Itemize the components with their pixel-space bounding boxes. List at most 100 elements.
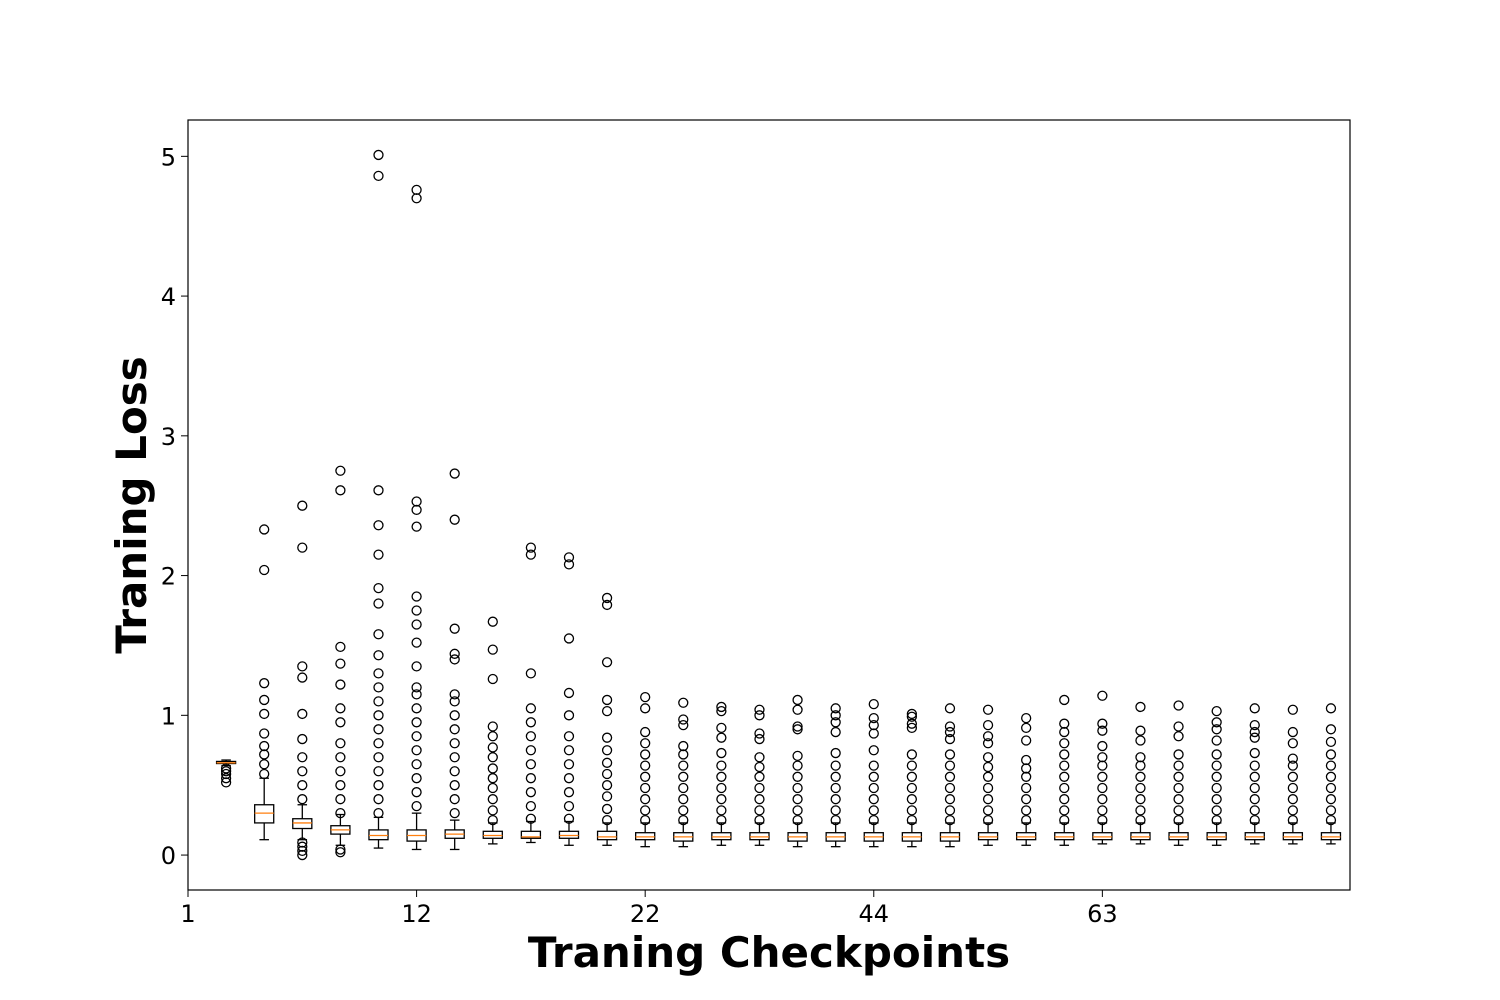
flier bbox=[678, 714, 689, 725]
flier bbox=[411, 745, 422, 756]
flier bbox=[754, 710, 765, 721]
flier bbox=[335, 703, 346, 714]
flier bbox=[525, 787, 537, 798]
flier bbox=[944, 726, 956, 738]
flier bbox=[563, 687, 575, 699]
flier bbox=[792, 721, 803, 732]
flier bbox=[1097, 752, 1108, 763]
flier bbox=[868, 782, 879, 794]
flier bbox=[640, 692, 651, 703]
flier bbox=[1135, 735, 1146, 746]
plot-frame bbox=[187, 119, 1351, 891]
flier bbox=[411, 703, 422, 714]
flier bbox=[716, 732, 727, 743]
flier bbox=[373, 780, 384, 791]
flier bbox=[335, 679, 346, 690]
flier bbox=[373, 724, 384, 735]
flier bbox=[716, 814, 727, 826]
flier bbox=[716, 771, 727, 782]
flier bbox=[563, 813, 575, 824]
flier bbox=[1021, 794, 1032, 805]
flier bbox=[297, 672, 308, 683]
flier bbox=[1211, 749, 1222, 760]
flier bbox=[716, 794, 727, 805]
flier bbox=[1097, 718, 1108, 729]
flier bbox=[449, 514, 460, 525]
flier bbox=[1211, 705, 1222, 717]
flier bbox=[1097, 814, 1108, 826]
flier bbox=[449, 696, 460, 707]
flier bbox=[373, 629, 384, 640]
flier bbox=[601, 780, 613, 791]
flier bbox=[982, 731, 994, 742]
flier bbox=[297, 708, 308, 720]
flier bbox=[716, 760, 727, 771]
flier bbox=[1135, 805, 1146, 816]
flier bbox=[525, 759, 537, 770]
flier bbox=[944, 814, 956, 826]
flier bbox=[487, 763, 498, 774]
flier bbox=[982, 719, 994, 731]
flier bbox=[678, 794, 689, 805]
flier bbox=[1249, 760, 1260, 771]
flier bbox=[640, 760, 651, 771]
flier bbox=[1287, 814, 1299, 826]
flier bbox=[716, 722, 727, 734]
box bbox=[1168, 832, 1189, 841]
flier bbox=[259, 728, 270, 739]
flier bbox=[373, 149, 384, 161]
flier bbox=[373, 485, 384, 496]
flier bbox=[297, 661, 308, 672]
flier bbox=[335, 752, 346, 763]
box bbox=[1015, 832, 1037, 841]
flier bbox=[601, 803, 613, 815]
flier bbox=[1173, 749, 1184, 760]
flier bbox=[792, 724, 803, 735]
flier bbox=[1173, 721, 1184, 732]
flier bbox=[1135, 701, 1146, 713]
flier bbox=[1325, 703, 1337, 714]
flier bbox=[1211, 782, 1222, 794]
flier bbox=[1021, 782, 1032, 794]
flier bbox=[449, 648, 460, 659]
flier bbox=[259, 678, 270, 689]
flier bbox=[716, 701, 727, 713]
flier bbox=[1287, 738, 1299, 749]
box bbox=[1282, 832, 1304, 841]
flier bbox=[678, 760, 689, 771]
flier bbox=[982, 738, 994, 749]
flier bbox=[678, 805, 689, 816]
flier bbox=[792, 750, 803, 761]
flier bbox=[944, 760, 956, 771]
flier bbox=[1249, 747, 1260, 759]
flier bbox=[906, 711, 918, 722]
flier bbox=[1287, 704, 1299, 715]
box bbox=[1320, 832, 1342, 841]
flier bbox=[601, 599, 613, 611]
flier bbox=[1211, 805, 1222, 816]
flier bbox=[335, 717, 346, 728]
flier bbox=[525, 542, 537, 553]
flier bbox=[601, 694, 613, 706]
flier bbox=[1173, 794, 1184, 805]
flier bbox=[716, 805, 727, 816]
flier bbox=[1211, 814, 1222, 826]
flier bbox=[1249, 719, 1260, 731]
box bbox=[520, 830, 542, 839]
flier bbox=[792, 805, 803, 816]
flier bbox=[830, 771, 841, 782]
flier bbox=[1135, 771, 1146, 782]
flier bbox=[297, 733, 308, 745]
flier bbox=[830, 710, 841, 721]
flier bbox=[982, 771, 994, 782]
flier bbox=[1325, 805, 1337, 816]
flier bbox=[1097, 740, 1108, 752]
flier bbox=[906, 771, 918, 782]
flier bbox=[601, 768, 613, 780]
flier bbox=[487, 721, 498, 732]
flier bbox=[297, 766, 308, 777]
flier bbox=[220, 763, 232, 774]
flier bbox=[1173, 700, 1184, 711]
flier bbox=[449, 807, 460, 819]
flier bbox=[487, 673, 498, 685]
